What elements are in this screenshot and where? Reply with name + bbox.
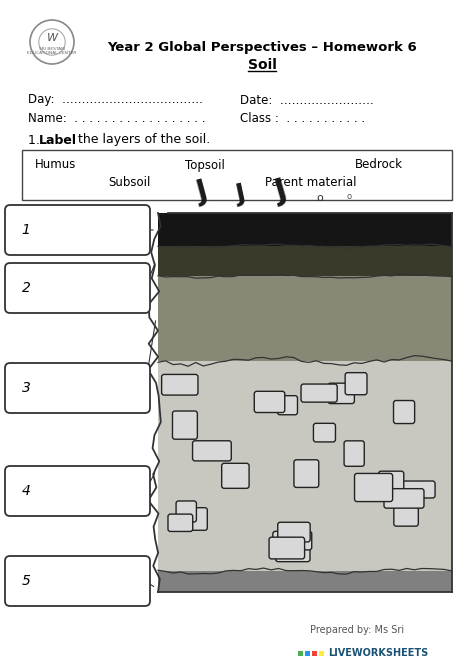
FancyBboxPatch shape: [384, 488, 424, 508]
FancyBboxPatch shape: [5, 556, 150, 606]
Bar: [312, 650, 318, 656]
FancyBboxPatch shape: [5, 363, 150, 413]
FancyBboxPatch shape: [294, 460, 319, 488]
Bar: [158, 361, 452, 571]
Text: Subsoil: Subsoil: [108, 177, 150, 189]
Text: Bedrock: Bedrock: [355, 159, 403, 171]
Text: the layers of the soil.: the layers of the soil.: [74, 134, 210, 147]
FancyBboxPatch shape: [254, 391, 285, 413]
Bar: [158, 246, 452, 276]
Bar: [22, 150, 452, 200]
FancyBboxPatch shape: [162, 375, 198, 395]
Text: 3: 3: [21, 381, 30, 395]
FancyBboxPatch shape: [168, 514, 193, 531]
FancyBboxPatch shape: [276, 543, 310, 562]
FancyBboxPatch shape: [344, 441, 365, 466]
FancyBboxPatch shape: [222, 464, 249, 488]
Text: Label: Label: [39, 134, 77, 147]
FancyBboxPatch shape: [400, 481, 435, 498]
Bar: [158, 276, 452, 361]
FancyBboxPatch shape: [182, 508, 207, 531]
Bar: [319, 650, 325, 656]
Text: o: o: [346, 192, 352, 201]
Text: Day:  ………………………………: Day: ………………………………: [28, 94, 203, 106]
FancyBboxPatch shape: [277, 395, 298, 415]
Text: LIVEWORKSHEETS: LIVEWORKSHEETS: [328, 648, 428, 658]
Text: Humus: Humus: [35, 159, 76, 171]
Text: SRI BESTARI
EDUCATIONAL CENTER: SRI BESTARI EDUCATIONAL CENTER: [27, 47, 77, 56]
Text: o: o: [316, 193, 323, 203]
Text: Parent material: Parent material: [265, 177, 356, 189]
FancyBboxPatch shape: [393, 401, 415, 423]
Bar: [305, 650, 310, 656]
Text: J: J: [272, 176, 291, 207]
Text: J: J: [193, 177, 211, 207]
FancyBboxPatch shape: [278, 522, 310, 542]
Text: Class :  . . . . . . . . . . .: Class : . . . . . . . . . . .: [240, 112, 365, 124]
Text: J: J: [233, 181, 247, 207]
Text: 1: 1: [21, 223, 30, 237]
FancyBboxPatch shape: [394, 507, 419, 527]
Bar: [158, 213, 452, 246]
FancyBboxPatch shape: [5, 263, 150, 313]
FancyBboxPatch shape: [269, 537, 305, 559]
Text: 5: 5: [21, 574, 30, 588]
FancyBboxPatch shape: [192, 441, 231, 461]
FancyBboxPatch shape: [273, 531, 312, 550]
Text: Year 2 Global Perspectives – Homework 6: Year 2 Global Perspectives – Homework 6: [107, 41, 417, 54]
Bar: [298, 650, 303, 656]
Text: Name:  . . . . . . . . . . . . . . . . . .: Name: . . . . . . . . . . . . . . . . . …: [28, 112, 206, 124]
FancyBboxPatch shape: [301, 384, 337, 402]
Text: Prepared by: Ms Sri: Prepared by: Ms Sri: [310, 625, 404, 635]
FancyBboxPatch shape: [355, 474, 392, 502]
FancyBboxPatch shape: [5, 466, 150, 516]
FancyBboxPatch shape: [313, 423, 336, 442]
Text: Soil: Soil: [247, 58, 276, 72]
Bar: [158, 571, 452, 592]
Text: Topsoil: Topsoil: [185, 159, 225, 171]
FancyBboxPatch shape: [173, 411, 197, 440]
FancyBboxPatch shape: [328, 383, 355, 403]
FancyBboxPatch shape: [379, 471, 404, 490]
Text: 2: 2: [21, 281, 30, 295]
Text: 1.: 1.: [28, 134, 44, 147]
Text: 4: 4: [21, 484, 30, 498]
FancyBboxPatch shape: [345, 373, 367, 395]
FancyBboxPatch shape: [176, 501, 196, 522]
Text: W: W: [46, 33, 57, 43]
Text: Date:  ……………………: Date: ……………………: [240, 94, 374, 106]
FancyBboxPatch shape: [5, 205, 150, 255]
